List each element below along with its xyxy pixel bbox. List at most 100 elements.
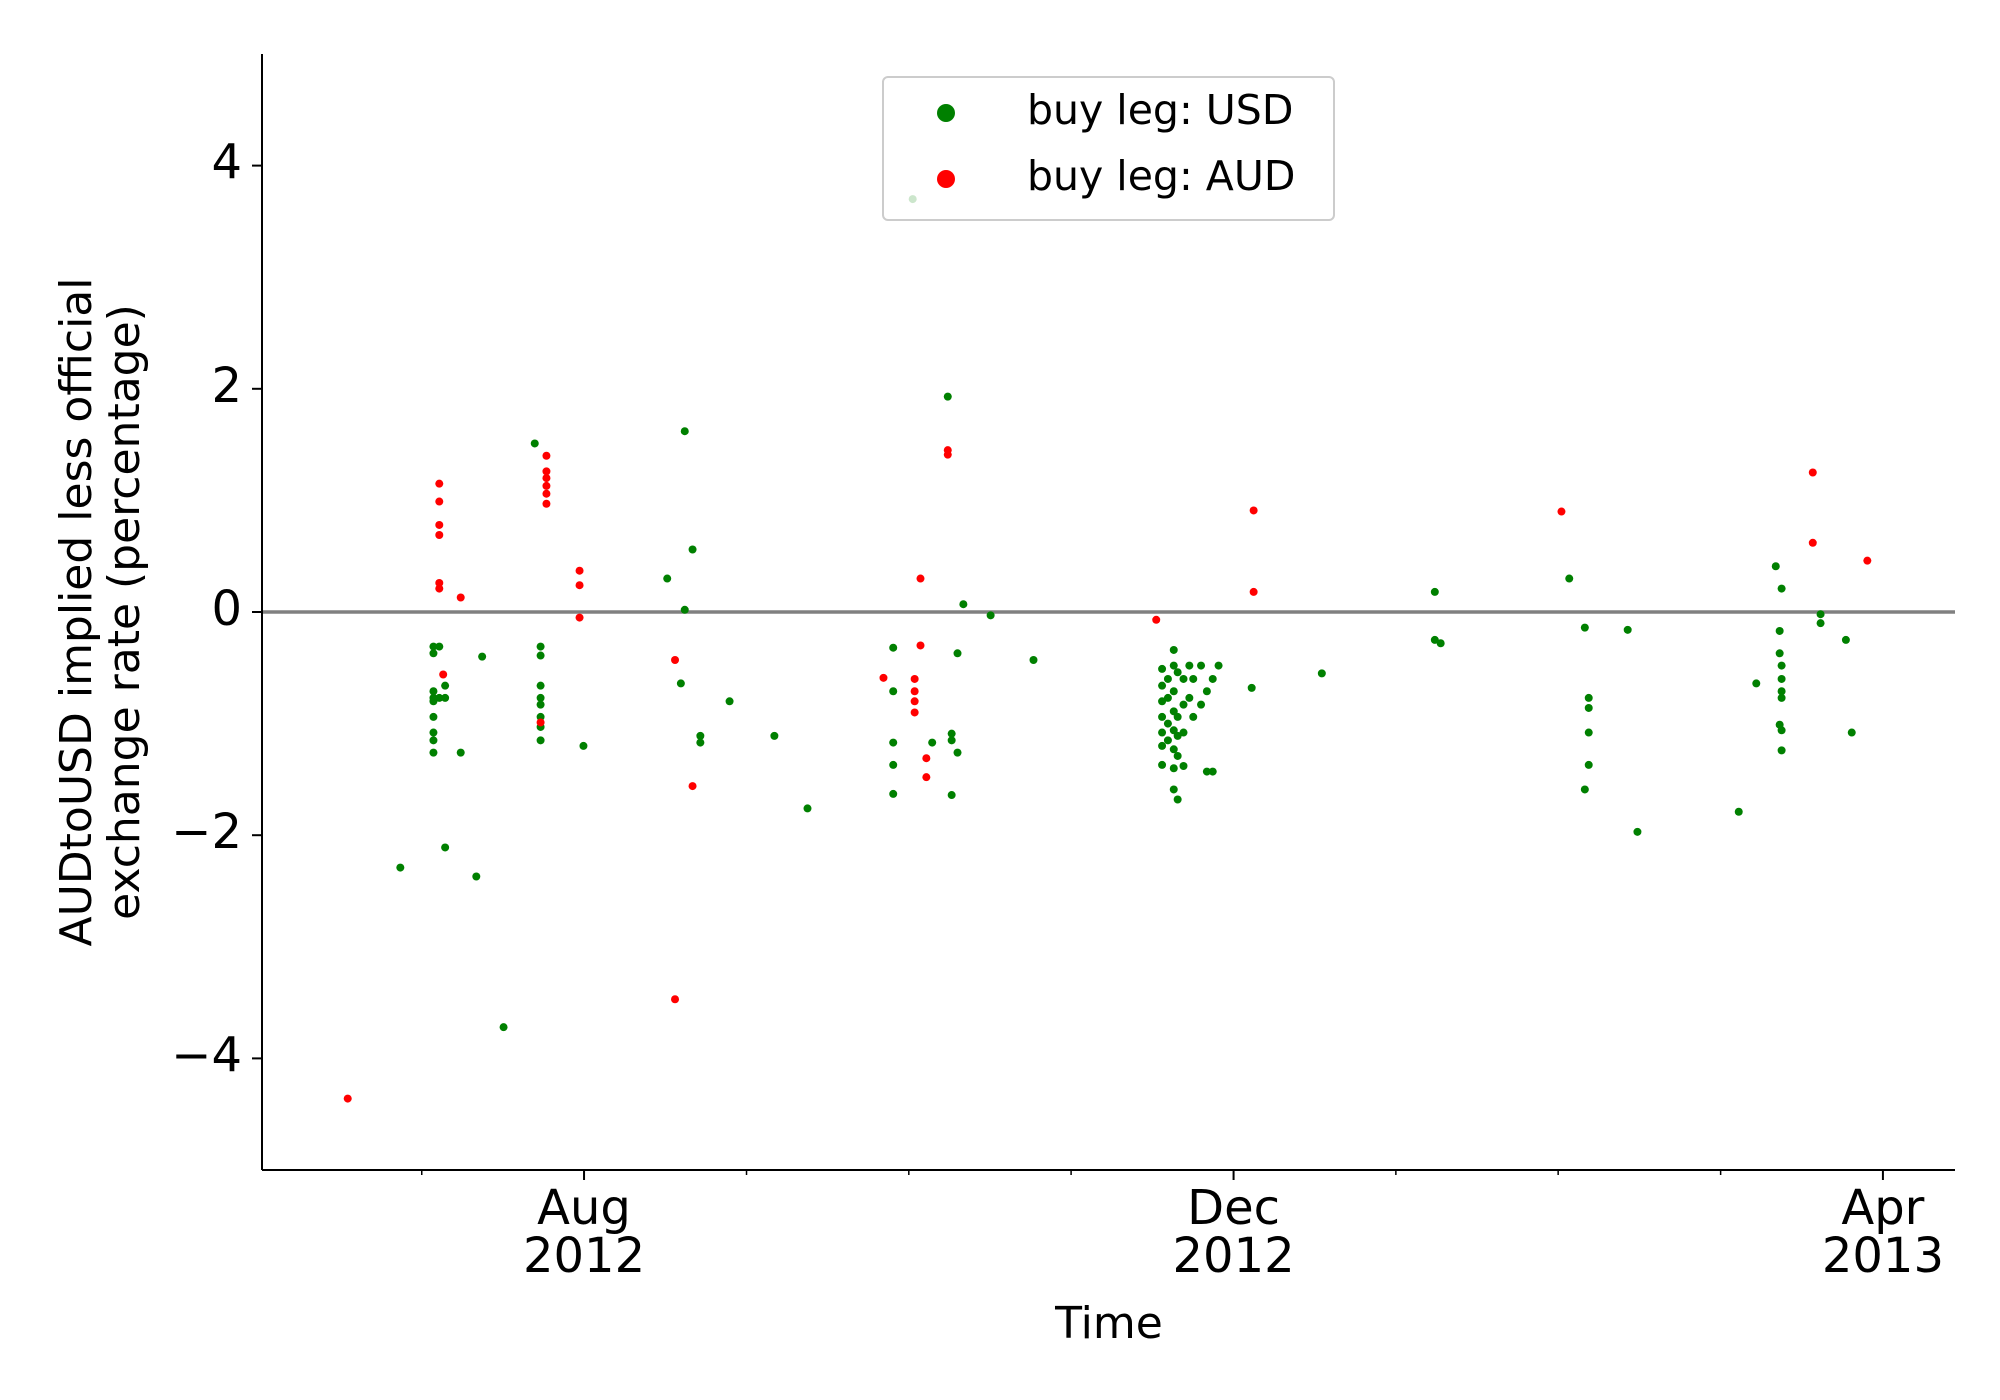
y-tick-label: −2 [171, 804, 242, 860]
point [1169, 661, 1178, 670]
point [542, 489, 551, 498]
point [922, 754, 931, 763]
point [472, 872, 481, 881]
point [928, 738, 937, 747]
point [456, 593, 465, 602]
point [696, 738, 705, 747]
point [1202, 767, 1211, 776]
point [536, 718, 545, 727]
point [536, 736, 545, 745]
point [1197, 661, 1206, 670]
point [879, 673, 888, 682]
point [1808, 538, 1817, 547]
point [1777, 687, 1786, 696]
legend-label: buy leg: AUD [1027, 152, 1295, 200]
point [1808, 468, 1817, 477]
point [1430, 635, 1439, 644]
point [1214, 661, 1223, 670]
point [688, 782, 697, 791]
point [1208, 674, 1217, 683]
point [671, 655, 680, 664]
point [1202, 687, 1211, 696]
point [910, 687, 919, 696]
point [696, 731, 705, 740]
x-tick-label: Apr 2013 [1821, 1180, 1944, 1284]
y-axis-label: AUDtoUSD implied less official exchange … [51, 277, 151, 947]
point [1179, 762, 1188, 771]
point [1816, 610, 1825, 619]
point [1734, 807, 1743, 816]
point [542, 481, 551, 490]
point [947, 736, 956, 745]
point [1633, 827, 1642, 836]
y-tick-label: 2 [211, 358, 242, 414]
point [435, 642, 444, 651]
point [435, 520, 444, 529]
x-axis-label: Time [1055, 1298, 1163, 1349]
point [1158, 760, 1167, 769]
point [536, 681, 545, 690]
point [889, 760, 898, 769]
point [1249, 587, 1258, 596]
point [536, 693, 545, 702]
point [943, 392, 952, 401]
point [1169, 764, 1178, 773]
point [1847, 728, 1856, 737]
point [499, 1023, 508, 1032]
point [676, 679, 685, 688]
point [889, 687, 898, 696]
point [1163, 736, 1172, 745]
point [536, 642, 545, 651]
legend-label: buy leg: USD [1027, 86, 1293, 134]
point [1169, 785, 1178, 794]
point [429, 748, 438, 757]
point [1752, 679, 1761, 688]
y-tick-label: −4 [171, 1027, 242, 1083]
point [680, 605, 689, 614]
point [396, 863, 405, 872]
point [1179, 700, 1188, 709]
point [542, 451, 551, 460]
point [1317, 669, 1326, 678]
point [575, 566, 584, 575]
point [1557, 507, 1566, 516]
point [1029, 655, 1038, 664]
point [542, 499, 551, 508]
y-tick-label: 4 [211, 135, 242, 191]
point [1169, 726, 1178, 735]
point [671, 995, 680, 1004]
point [1158, 728, 1167, 737]
point [1158, 712, 1167, 721]
point [1584, 760, 1593, 769]
point [1777, 726, 1786, 735]
point [1173, 712, 1182, 721]
point [435, 479, 444, 488]
point [889, 738, 898, 747]
point [1584, 703, 1593, 712]
point [1777, 746, 1786, 755]
point [1173, 668, 1182, 677]
point [542, 467, 551, 476]
point [435, 497, 444, 506]
point [1158, 741, 1167, 750]
point [1169, 707, 1178, 716]
point [1189, 674, 1198, 683]
point [1179, 728, 1188, 737]
legend-marker [937, 104, 955, 122]
point [456, 748, 465, 757]
point [1775, 649, 1784, 658]
point [1777, 584, 1786, 593]
point [575, 581, 584, 590]
point [435, 584, 444, 593]
point [1169, 745, 1178, 754]
point [1771, 562, 1780, 571]
point [542, 474, 551, 483]
point [947, 729, 956, 738]
point [1163, 719, 1172, 728]
point [1179, 674, 1188, 683]
point [429, 712, 438, 721]
point [770, 731, 779, 740]
point [439, 670, 448, 679]
